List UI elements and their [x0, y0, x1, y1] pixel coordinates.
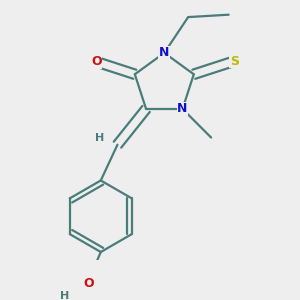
Text: N: N: [159, 46, 169, 59]
Text: O: O: [83, 277, 94, 290]
Text: N: N: [177, 102, 188, 116]
Text: S: S: [230, 55, 239, 68]
Text: O: O: [91, 55, 102, 68]
Text: H: H: [60, 291, 70, 300]
Text: H: H: [95, 133, 104, 142]
